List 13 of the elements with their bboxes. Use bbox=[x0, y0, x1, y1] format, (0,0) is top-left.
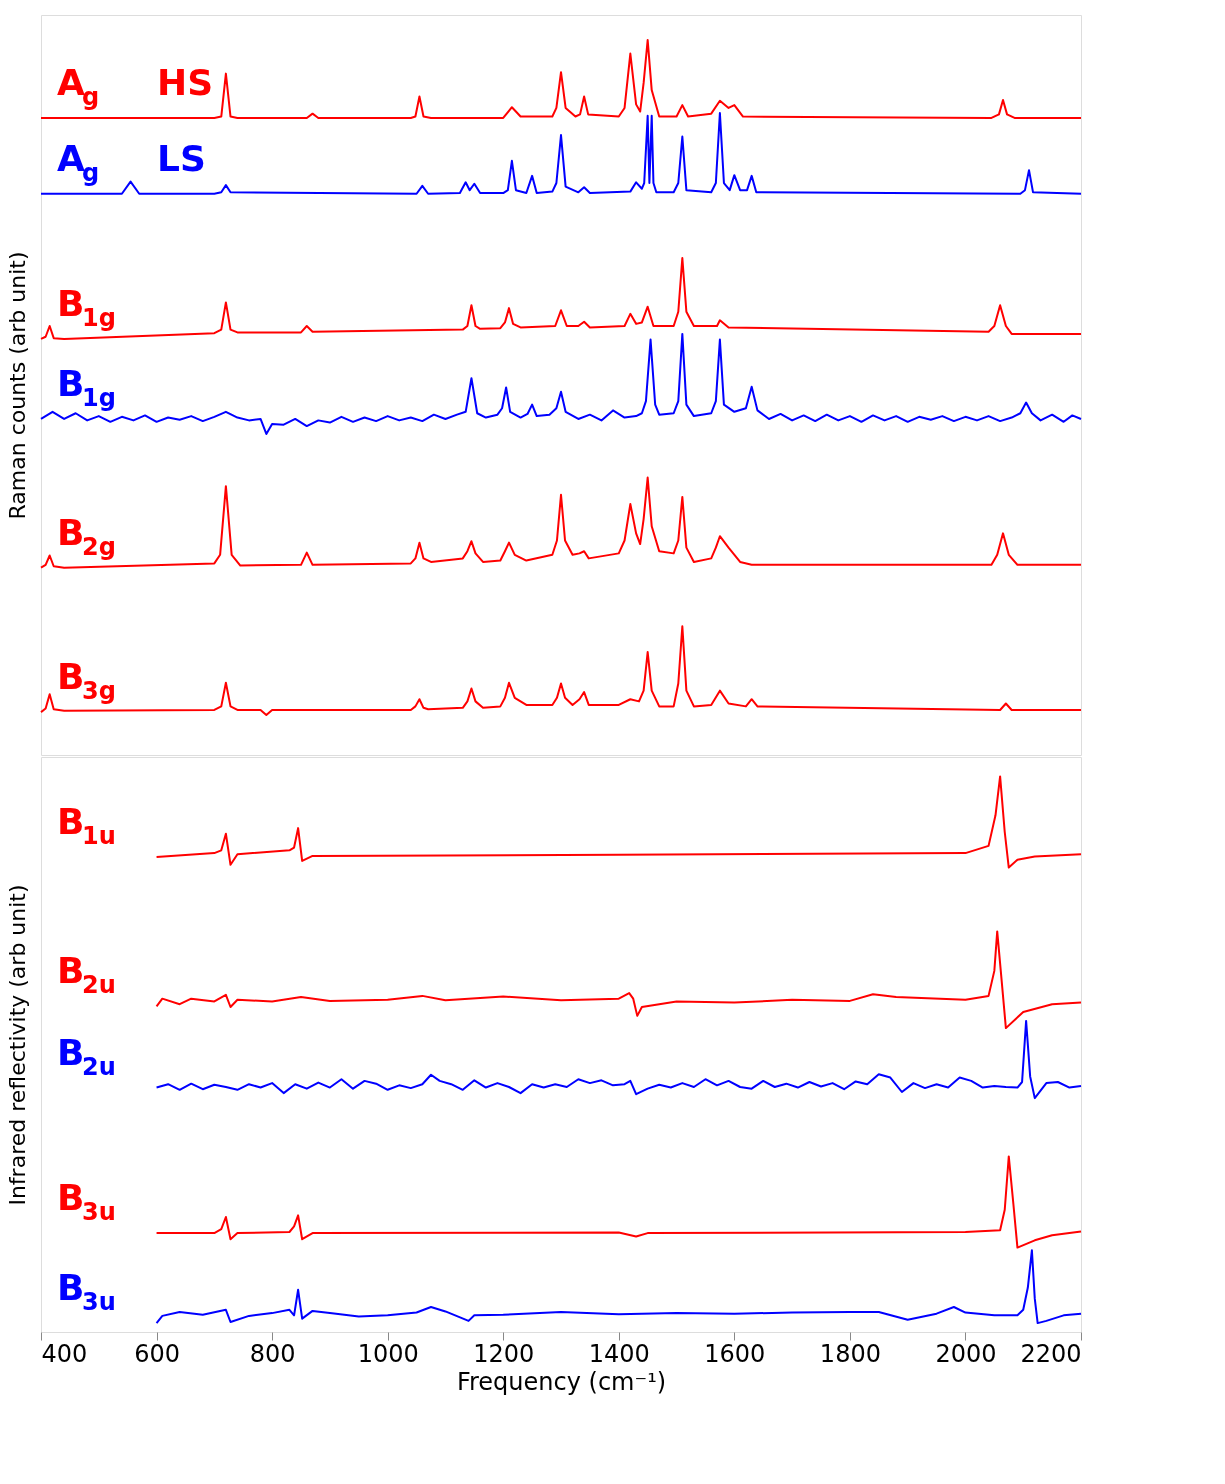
y-axis-title: Raman counts (arb unit) bbox=[4, 251, 30, 520]
x-tick-label: 400 bbox=[41, 1339, 88, 1368]
x-tick-label: 2000 bbox=[935, 1339, 997, 1368]
x-tick-label: 1400 bbox=[588, 1339, 650, 1368]
x-tick-label: 600 bbox=[134, 1339, 180, 1368]
x-tick-label: 2200 bbox=[1020, 1339, 1082, 1368]
x-tick-label: 1600 bbox=[704, 1339, 766, 1368]
x-tick-label: 800 bbox=[249, 1339, 296, 1368]
x-tick-label: 1000 bbox=[357, 1339, 419, 1368]
x-tick-label: 1200 bbox=[473, 1339, 535, 1368]
x-tick-label: 1800 bbox=[819, 1339, 881, 1368]
y-axis-title: Infrared reflectivity (arb unit) bbox=[4, 884, 30, 1206]
x-axis-title: Frequency (cm⁻¹) bbox=[456, 1367, 667, 1396]
